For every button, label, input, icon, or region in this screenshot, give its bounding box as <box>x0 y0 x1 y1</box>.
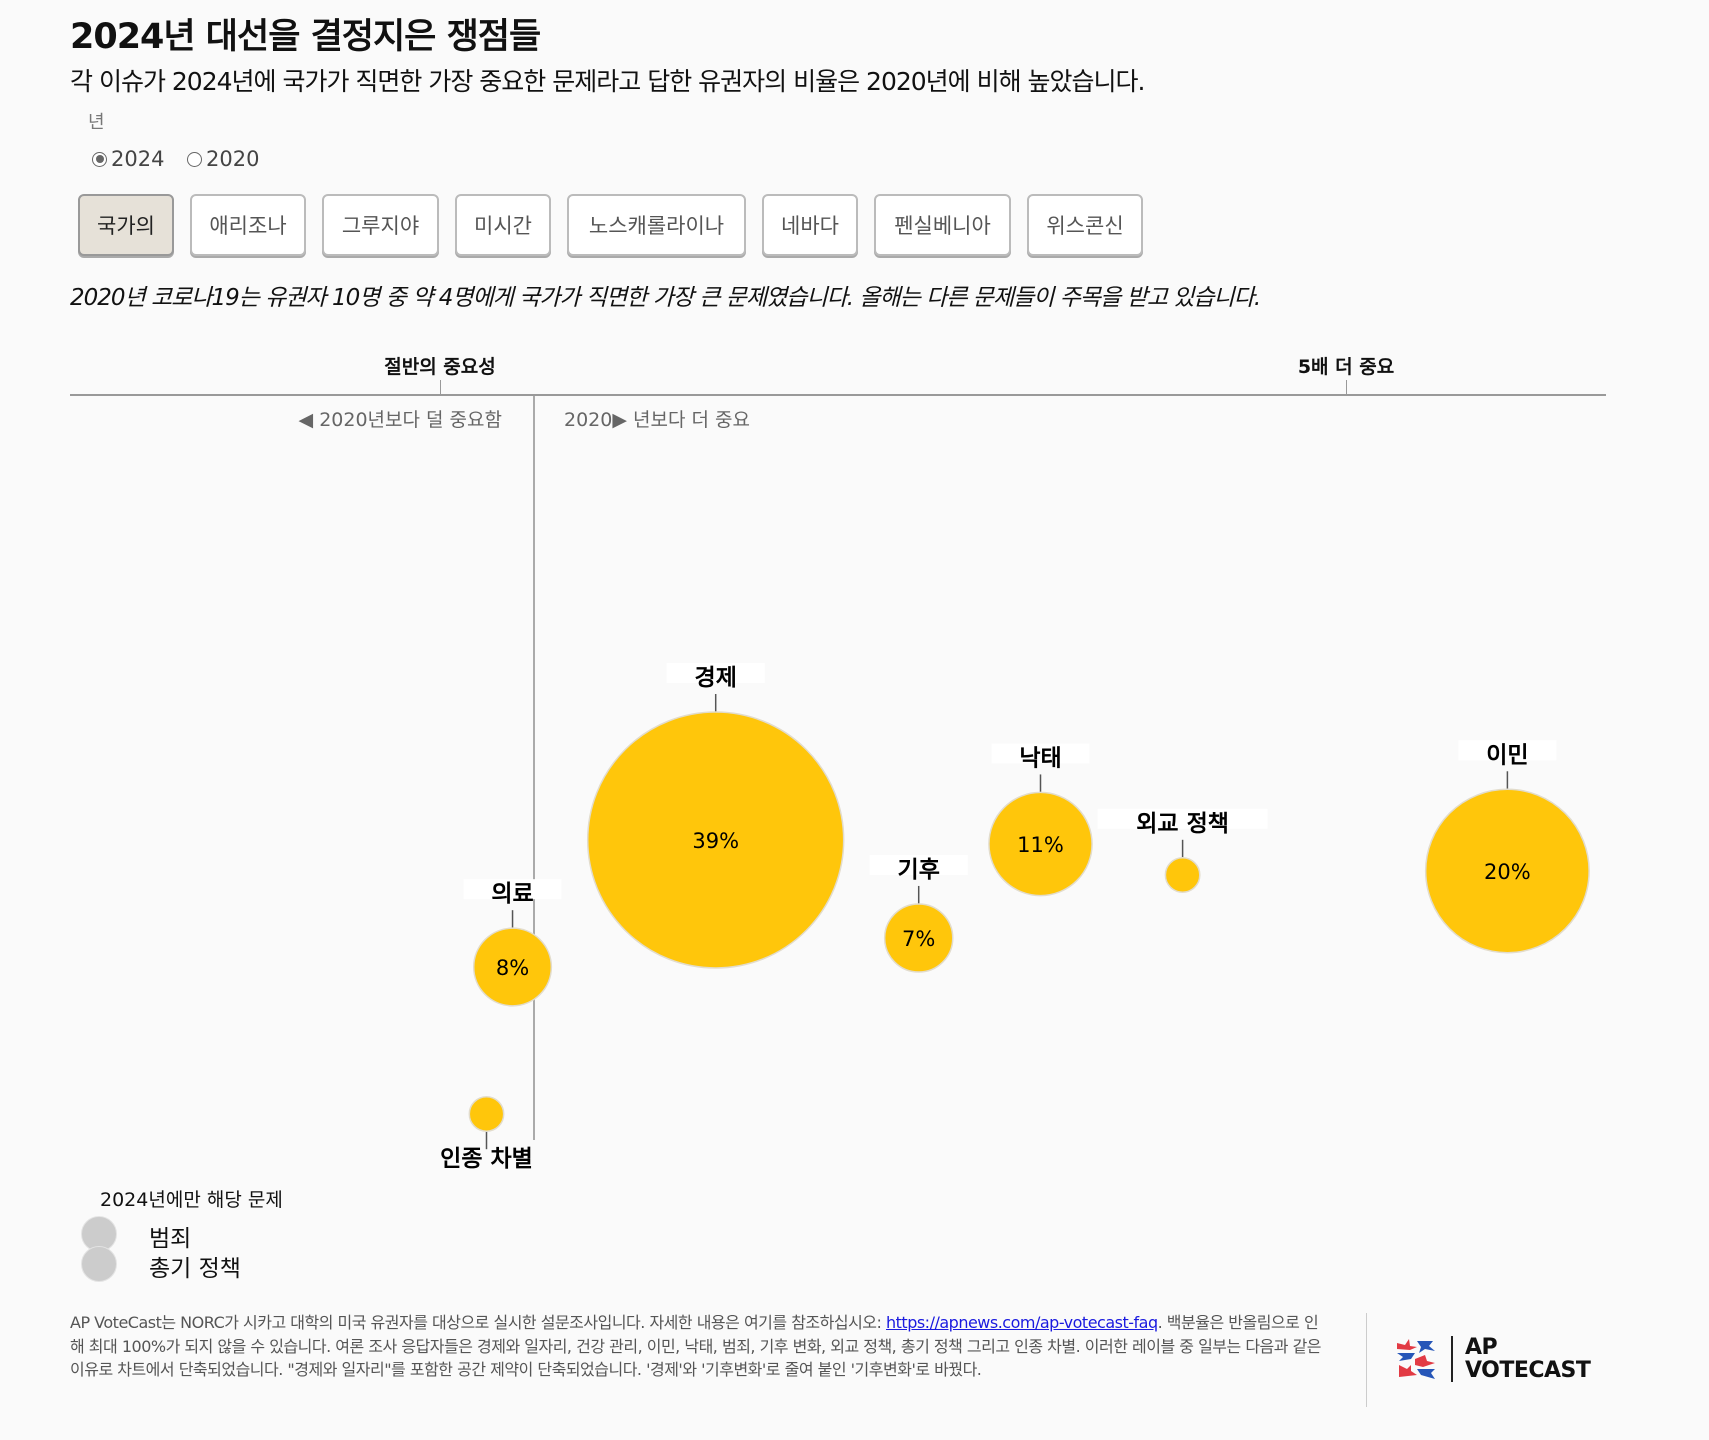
tab-pennsylvania[interactable]: 펜실베니아 <box>874 194 1011 256</box>
radio-label: 2020 <box>206 147 260 171</box>
bubble-group: 경제 39% <box>586 663 845 969</box>
bubble-name-label: 외교 정책 <box>1136 811 1229 837</box>
tab-michigan[interactable]: 미시간 <box>455 194 551 256</box>
region-tabs: 국가의 애리조나 그루지야 미시간 노스캐롤라이나 네바다 펜실베니아 위스콘신 <box>78 194 1143 256</box>
bubble-value-label: 39% <box>692 829 739 853</box>
footer-text: AP VoteCast는 NORC가 시카고 대학의 미국 유권자를 대상으로 … <box>70 1313 886 1332</box>
footer-text-2: . 백분율은 반올림으로 인해 최대 100%가 되지 않을 수 있습니다. 여… <box>70 1313 1322 1379</box>
bubble <box>586 711 845 969</box>
more-important-label: 2020▶ 년보다 더 중요 <box>564 409 750 431</box>
legend-title: 2024년에만 해당 문제 <box>100 1189 283 1211</box>
bubble-value-label: 11% <box>1017 833 1064 857</box>
bubble-group: 의료 8% <box>463 879 562 1007</box>
bubble <box>1164 857 1201 893</box>
tick-5x <box>1346 380 1347 394</box>
logo-ap: AP <box>1465 1335 1498 1360</box>
tab-north-carolina[interactable]: 노스캐롤라이나 <box>567 194 746 256</box>
legend-swatch-gun-policy <box>81 1246 117 1282</box>
logo-text: AP VOTECAST <box>1465 1335 1591 1383</box>
bubble-name-label: 경제 <box>695 665 737 691</box>
ap-votecast-logo: AP VOTECAST <box>1395 1335 1591 1383</box>
label-background <box>991 743 1090 764</box>
bubble-group: 인종 차별 <box>440 1096 533 1172</box>
radio-2020[interactable]: 2020 <box>187 147 259 171</box>
chart-note: 2020년 코로나19는 유권자 10명 중 약 4명에게 국가가 직면한 가장… <box>70 285 1261 311</box>
footer-note: AP VoteCast는 NORC가 시카고 대학의 미국 유권자를 대상으로 … <box>70 1311 1330 1382</box>
tick-label-half: 절반의 중요성 <box>384 356 496 378</box>
page-subtitle: 각 이슈가 2024년에 국가가 직면한 가장 중요한 문제라고 답한 유권자의… <box>70 67 1146 96</box>
page-title: 2024년 대선을 결정지은 쟁점들 <box>70 17 541 57</box>
legend-item-gun-policy: 총기 정책 <box>149 1256 241 1282</box>
faq-link[interactable]: https://apnews.com/ap-votecast-faq <box>886 1313 1158 1332</box>
radio-selected-icon[interactable] <box>92 151 107 167</box>
bubble-group: 낙태 11% <box>988 743 1093 897</box>
x-axis-line <box>70 394 1606 396</box>
logo-divider <box>1451 1336 1453 1382</box>
bubble <box>883 903 954 973</box>
radio-unselected-icon[interactable] <box>187 151 202 167</box>
bubble-value-label: 20% <box>1484 860 1531 884</box>
label-background <box>463 879 562 900</box>
label-background <box>869 854 968 875</box>
less-important-label: ◀ 2020년보다 덜 중요함 <box>298 409 502 431</box>
tab-nevada[interactable]: 네바다 <box>762 194 858 256</box>
bubble <box>468 1096 505 1132</box>
baseline-2020 <box>533 396 535 1140</box>
bubble-group: 기후 7% <box>869 854 968 973</box>
label-background <box>1097 808 1268 829</box>
bubble-name-label: 의료 <box>491 881 533 907</box>
tick-half <box>440 380 441 394</box>
tab-arizona[interactable]: 애리조나 <box>190 194 306 256</box>
bubble <box>472 927 553 1007</box>
tab-wisconsin[interactable]: 위스콘신 <box>1027 194 1143 256</box>
bubble-name-label: 기후 <box>898 857 940 883</box>
footer-divider <box>1366 1313 1367 1407</box>
bubble-group: 이민 20% <box>1424 740 1590 954</box>
label-background <box>1458 740 1557 761</box>
label-background <box>666 663 765 684</box>
stars-stripes-icon <box>1397 1339 1435 1379</box>
bubble-value-label: 8% <box>496 956 529 980</box>
logo-votecast: VOTECAST <box>1465 1358 1591 1383</box>
radio-label: 2024 <box>111 147 165 171</box>
tick-label-5x: 5배 더 중요 <box>1297 356 1395 378</box>
bubble <box>1424 788 1590 954</box>
bubble <box>988 791 1093 897</box>
bubble-group: 외교 정책 <box>1097 808 1268 893</box>
bubble-name-label: 이민 <box>1486 742 1528 768</box>
bubble-name-label: 낙태 <box>1019 745 1061 771</box>
tab-georgia[interactable]: 그루지야 <box>322 194 439 256</box>
legend-item-crime: 범죄 <box>149 1226 192 1252</box>
bubble-value-label: 7% <box>902 927 935 951</box>
bubble-name-label: 인종 차별 <box>440 1146 533 1172</box>
radio-2024[interactable]: 2024 <box>92 147 164 171</box>
year-label: 년 <box>88 112 105 133</box>
tab-national[interactable]: 국가의 <box>78 194 174 256</box>
